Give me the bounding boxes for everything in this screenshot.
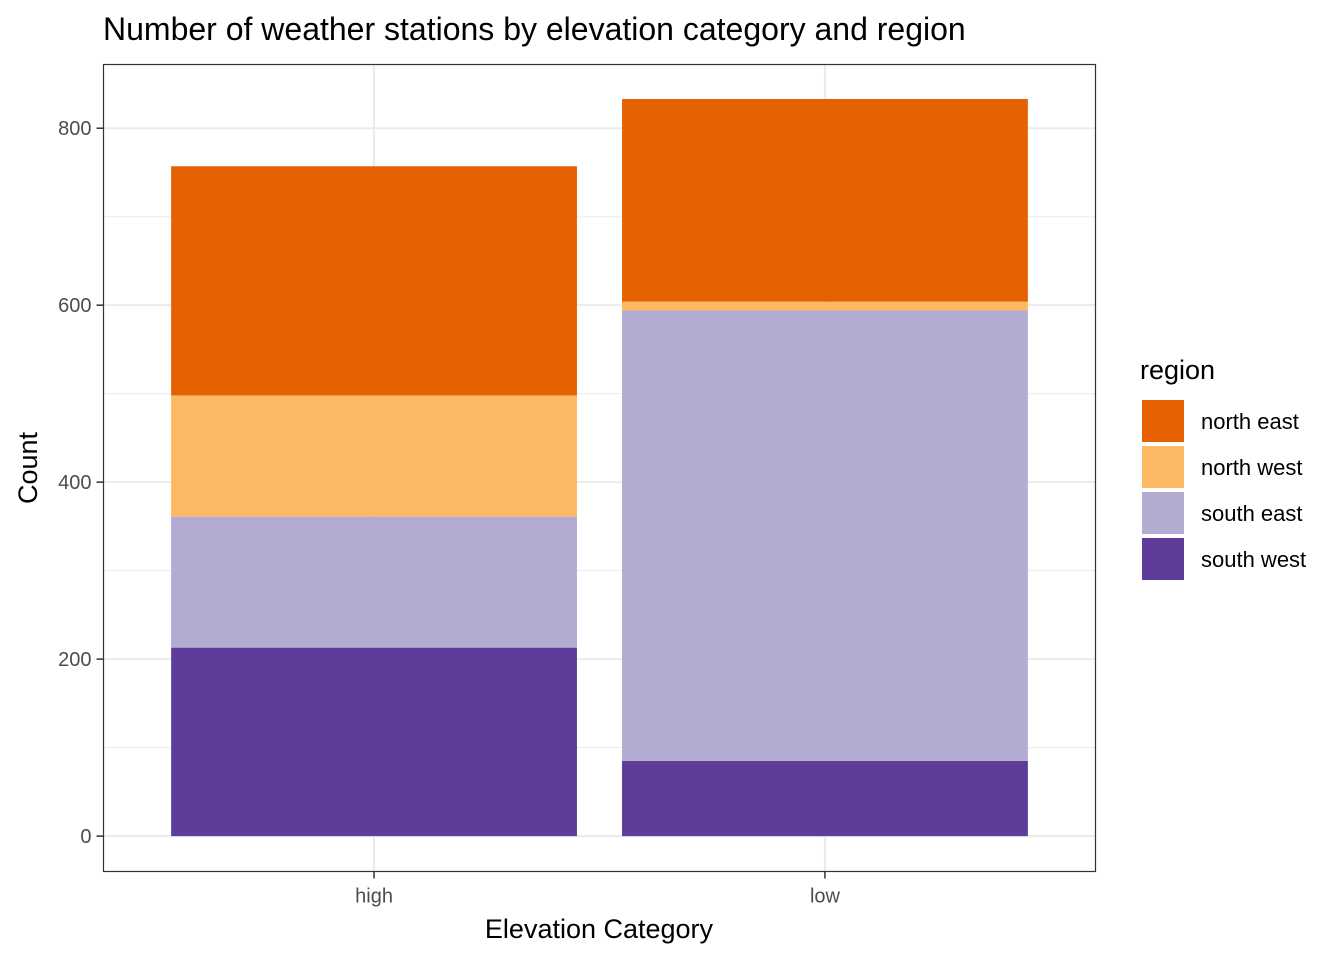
bar-segment-high-south-east <box>171 516 577 648</box>
legend-key-north-east <box>1142 400 1184 442</box>
legend-key-south-east <box>1142 492 1184 534</box>
x-axis: high low <box>355 871 841 908</box>
bar-segment-low-north-west <box>622 301 1028 311</box>
legend-label-north-east: north east <box>1201 409 1299 434</box>
y-axis-title: Count <box>13 431 43 504</box>
legend-key-north-west <box>1142 446 1184 488</box>
chart-title: Number of weather stations by elevation … <box>103 11 966 47</box>
plot-border <box>102 63 1097 873</box>
legend-label-south-east: south east <box>1201 501 1303 526</box>
legend-title: region <box>1140 355 1215 385</box>
x-tick-label: low <box>810 886 841 908</box>
legend-label-north-west: north west <box>1201 455 1303 480</box>
x-axis-title: Elevation Category <box>485 914 714 944</box>
y-tick-label: 600 <box>58 295 91 317</box>
y-tick-label: 800 <box>58 118 91 140</box>
legend: region north east north west south east sou… <box>1140 355 1306 580</box>
y-tick-label: 400 <box>58 472 91 494</box>
bar-segment-low-south-west <box>622 760 1028 837</box>
legend-label-south-west: south west <box>1201 547 1306 572</box>
y-tick-label: 0 <box>80 826 91 848</box>
bars <box>171 99 1028 837</box>
legend-key-south-west <box>1142 538 1184 580</box>
x-tick-label: high <box>355 886 393 908</box>
y-axis: 0 200 400 600 800 <box>58 118 104 848</box>
y-tick-label: 200 <box>58 649 91 671</box>
bar-segment-high-south-west <box>171 647 577 837</box>
bar-segment-high-north-east <box>171 166 577 396</box>
bar-segment-low-south-east <box>622 310 1028 761</box>
bar-segment-low-north-east <box>622 99 1028 302</box>
bar-segment-high-north-west <box>171 395 577 517</box>
